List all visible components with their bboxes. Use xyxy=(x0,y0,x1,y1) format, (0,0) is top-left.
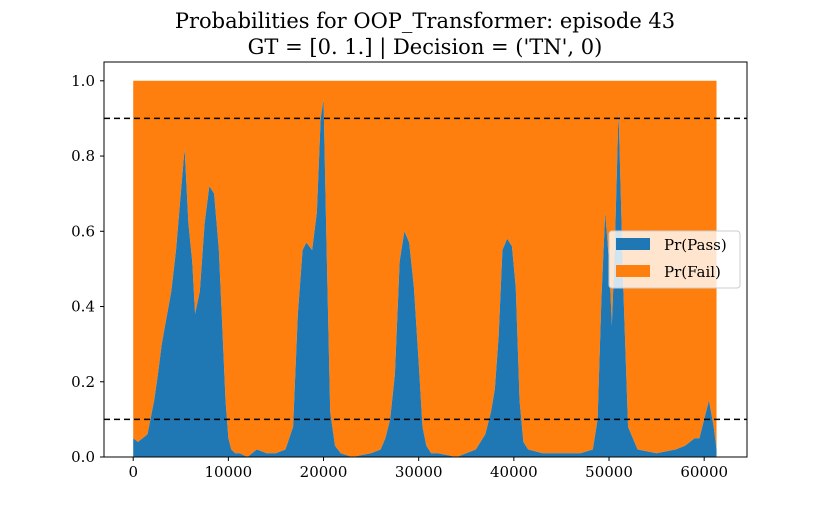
x-tick-label: 0 xyxy=(128,463,138,481)
threshold-lines xyxy=(104,117,747,421)
x-tick-label: 60000 xyxy=(680,463,728,481)
legend-swatch-pass xyxy=(616,238,650,250)
y-tick-label: 0.6 xyxy=(71,222,95,240)
area-pr-pass xyxy=(133,99,717,457)
chart-title-line1: Probabilities for OOP_Transformer: episo… xyxy=(175,9,675,33)
area-pr-fail xyxy=(133,80,717,458)
y-axis: 0.0 0.2 0.4 0.6 0.8 1.0 xyxy=(71,72,104,466)
y-tick-label: 0.8 xyxy=(71,147,95,165)
legend: Pr(Pass) Pr(Fail) xyxy=(608,230,741,289)
x-axis: 0 10000 20000 30000 40000 50000 60000 xyxy=(128,457,728,481)
legend-label-pass: Pr(Pass) xyxy=(664,236,727,254)
y-tick-label: 0.2 xyxy=(71,373,95,391)
chart-title-line2: GT = [0. 1.] | Decision = ('TN', 0) xyxy=(248,35,603,60)
plot-area xyxy=(133,80,717,458)
y-tick-label: 0.4 xyxy=(71,298,95,316)
x-tick-label: 10000 xyxy=(205,463,253,481)
axes-frame xyxy=(103,61,748,458)
x-tick-label: 30000 xyxy=(395,463,443,481)
y-tick-label: 0.0 xyxy=(71,448,95,466)
x-tick-label: 20000 xyxy=(300,463,348,481)
y-tick-label: 1.0 xyxy=(71,72,95,90)
legend-swatch-fail xyxy=(616,265,650,277)
legend-label-fail: Pr(Fail) xyxy=(664,263,721,281)
x-tick-label: 50000 xyxy=(585,463,633,481)
x-tick-label: 40000 xyxy=(490,463,538,481)
